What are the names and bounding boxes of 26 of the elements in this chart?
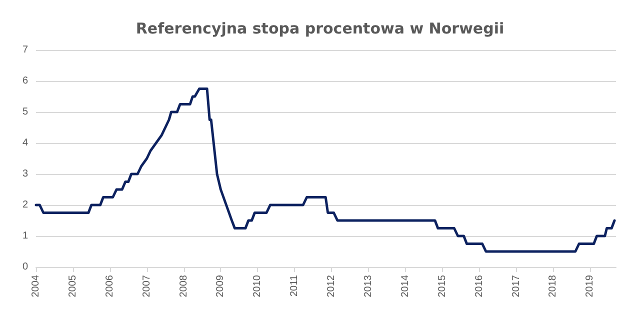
y-tick-label: 5 [22, 106, 28, 118]
y-tick-label: 4 [22, 138, 28, 148]
x-tick-label: 2007 [141, 274, 152, 298]
x-tick-label: 2015 [436, 274, 448, 298]
x-tick-label: 2013 [362, 274, 374, 298]
x-tick-label: 2005 [67, 274, 78, 298]
y-tick-label: 1 [22, 230, 28, 242]
y-tick-label: 3 [22, 168, 28, 180]
x-tick-label: 2004 [30, 274, 42, 298]
x-tick-label: 2011 [289, 274, 300, 297]
x-tick-label: 2016 [474, 274, 485, 298]
chart-title: Referencyjna stopa procentowa w Norwegii [136, 20, 504, 38]
x-tick-label: 2008 [178, 274, 190, 298]
x-tick-label: 2009 [215, 274, 226, 298]
y-tick-label: 2 [22, 200, 28, 210]
x-tick-label: 2012 [326, 274, 338, 298]
x-tick-label: 2010 [252, 274, 264, 298]
line-series [34, 88, 616, 253]
x-tick-label: 2018 [548, 274, 559, 298]
x-tick-label: 2017 [510, 274, 522, 298]
y-tick-label: 7 [22, 44, 28, 56]
x-tick-label: 2019 [584, 274, 596, 298]
x-tick-label: 2006 [104, 274, 116, 298]
y-tick-label: 0 [22, 262, 28, 272]
y-tick-label: 6 [22, 76, 28, 86]
x-tick-label: 2014 [400, 274, 411, 298]
